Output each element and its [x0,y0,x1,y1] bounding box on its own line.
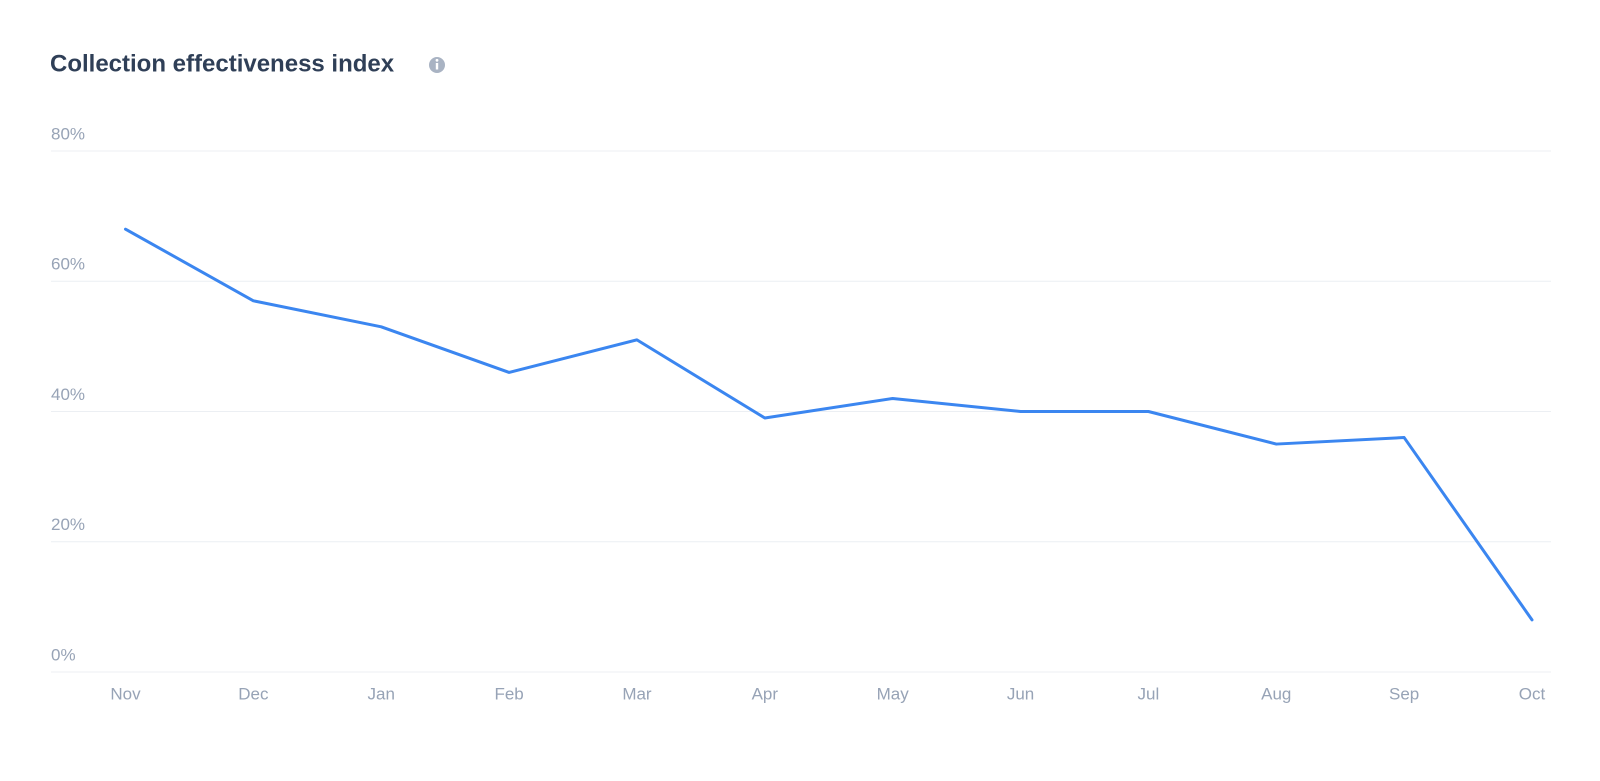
info-icon-stem [435,63,439,70]
x-tick-label: Mar [622,684,652,703]
x-tick-label: Aug [1261,684,1291,703]
info-icon-dot [435,58,439,62]
x-tick-label: Apr [752,684,779,703]
chart-title: Collection effectiveness index [50,50,395,77]
y-tick-label: 80% [51,124,85,143]
x-tick-label: Nov [110,684,141,703]
x-tick-label: Feb [494,684,523,703]
y-tick-label: 60% [51,255,85,274]
y-tick-label: 0% [51,645,76,664]
data-line [124,227,1534,622]
x-tick-label: Jul [1138,684,1160,703]
x-tick-label: Jan [368,684,395,703]
x-tick-label: Dec [238,684,269,703]
x-tick-label: Oct [1519,684,1546,703]
x-tick-label: May [877,684,910,703]
y-tick-label: 40% [51,385,85,404]
x-tick-label: Sep [1389,684,1419,703]
y-tick-label: 20% [51,515,85,534]
x-tick-label: Jun [1007,684,1034,703]
info-icon[interactable] [429,57,445,73]
